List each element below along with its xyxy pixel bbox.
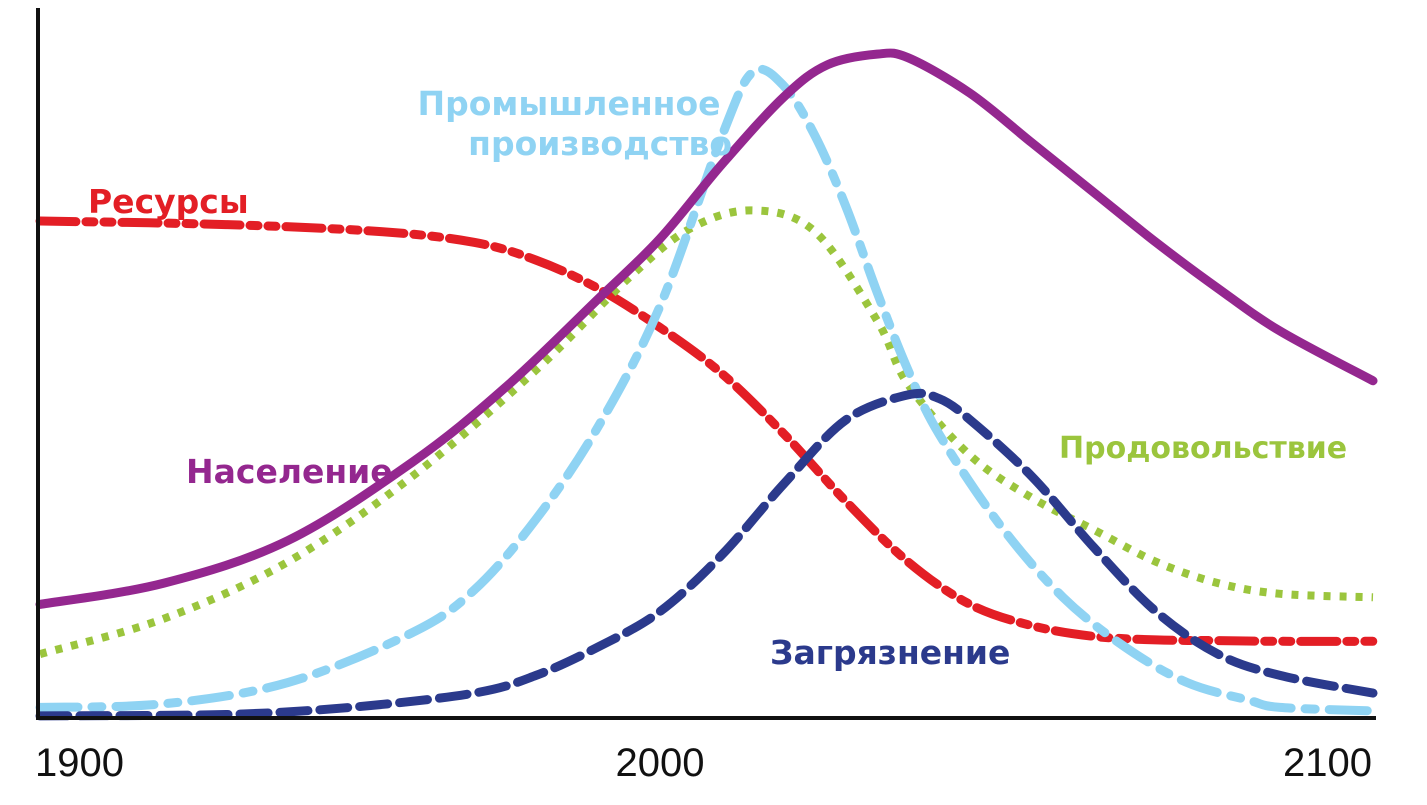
series-line-food: [38, 206, 1374, 658]
series-labels: Ресурсы Население Продовольствие Промышл…: [88, 84, 1347, 672]
x-tick-label-2000: 2000: [616, 741, 705, 785]
series-label-industry-text: Промышленное: [418, 84, 721, 123]
series-line-pollution: [35, 388, 1378, 721]
series-label-food: Продовольствие: [1059, 431, 1347, 466]
series-line-population: [35, 48, 1378, 609]
series-label-industry-text-line2: производство: [468, 124, 732, 163]
series-label-resources: Ресурсы: [88, 182, 249, 221]
series-label-industry: Промышленное производство: [418, 84, 732, 163]
series-line-industry: [35, 64, 1378, 716]
x-tick-labels: 1900 2000 2100: [35, 741, 1372, 785]
series-label-population: Население: [186, 452, 393, 491]
series-line-resources: [35, 216, 1378, 646]
series-label-pollution: Загрязнение: [770, 633, 1010, 672]
x-tick-label-1900: 1900: [35, 741, 124, 785]
series-layer: [35, 48, 1378, 721]
x-tick-label-2100: 2100: [1283, 741, 1372, 785]
